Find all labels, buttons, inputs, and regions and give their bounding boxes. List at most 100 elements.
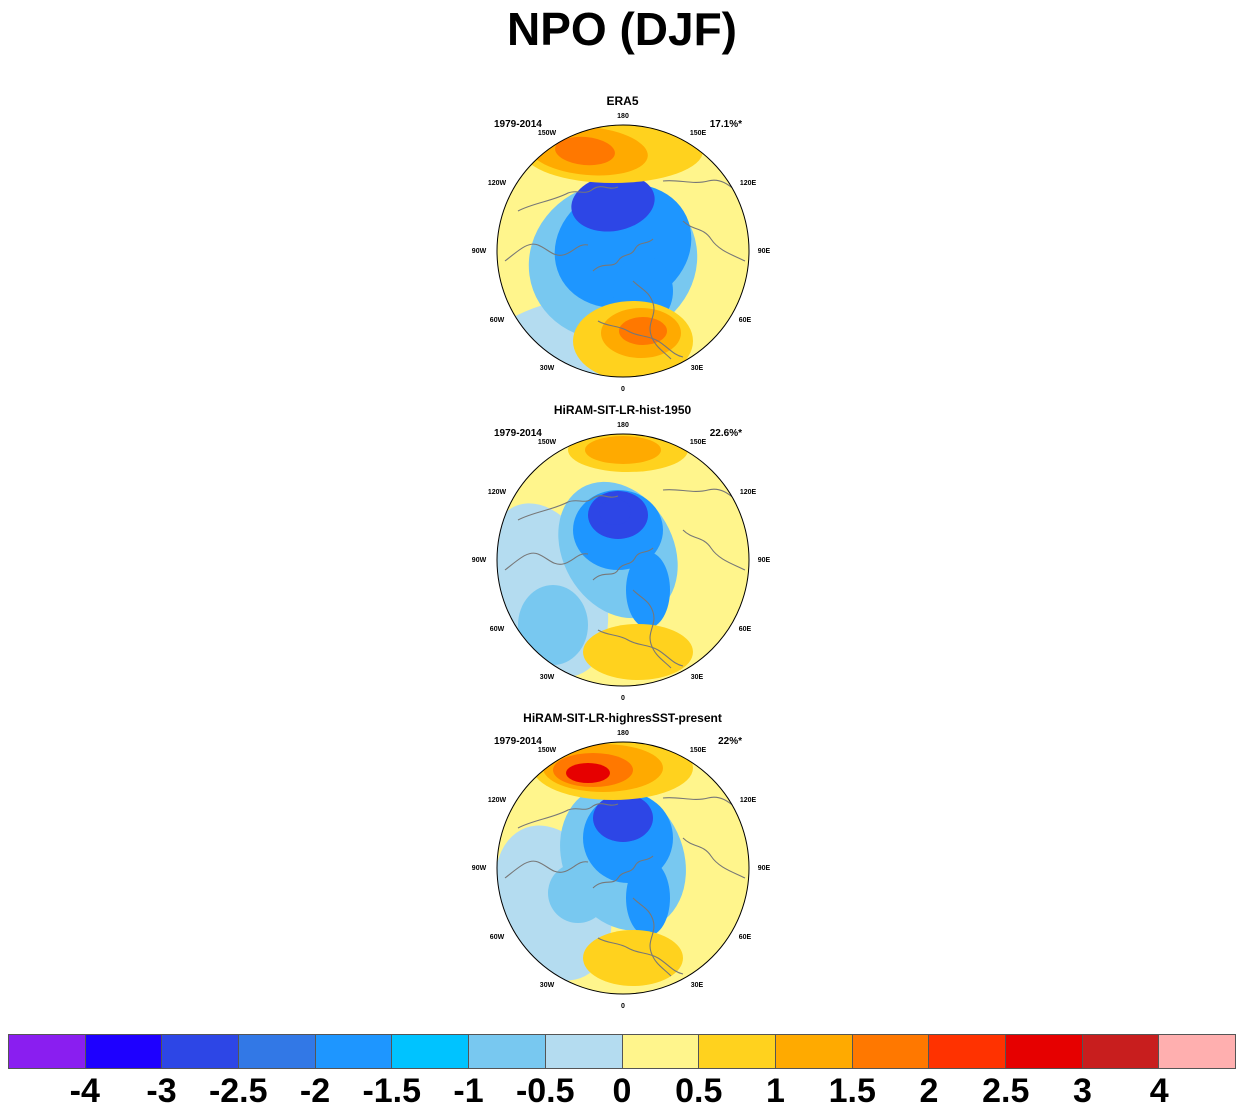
colorbar-swatch <box>699 1035 776 1068</box>
longitude-label: 150E <box>690 130 707 137</box>
coastline <box>597 320 684 358</box>
longitude-label: 30E <box>691 674 704 681</box>
colorbar <box>8 1034 1236 1069</box>
longitude-label: 180 <box>617 422 629 429</box>
colorbar-swatch <box>1159 1035 1235 1068</box>
longitude-label: 0 <box>621 386 625 393</box>
longitude-label: 180 <box>617 730 629 737</box>
coastline <box>517 803 619 829</box>
colorbar-tick-label: -0.5 <box>515 1072 575 1110</box>
figure-title: NPO (DJF) <box>507 3 737 55</box>
colorbar-tick-label: 0 <box>612 1072 632 1110</box>
longitude-label: 30E <box>691 982 704 989</box>
longitude-label: 150E <box>690 439 707 446</box>
field-contour <box>585 436 661 464</box>
map-panel-era5: 180 0 150W 150E 120W 120E 90W 90E 60W 60E 30W 30E E… <box>470 94 775 394</box>
polar-map-era5: 180 0 150W 150E 120W 120E 90W 90E 60W 60E 30W 30E <box>472 113 771 393</box>
longitude-label: 60E <box>739 934 752 941</box>
map-border <box>496 124 750 378</box>
longitude-label: 0 <box>621 695 625 702</box>
colorbar-swatch <box>315 1035 393 1068</box>
longitude-label: 30W <box>540 365 555 372</box>
period-label: 1979-2014 <box>494 736 542 747</box>
colorbar-tick-label: -3 <box>146 1072 177 1110</box>
coastline <box>592 855 654 889</box>
period-label: 1979-2014 <box>494 119 542 130</box>
colorbar-swatch <box>392 1035 470 1068</box>
coastline <box>592 547 654 581</box>
map-border <box>496 741 750 995</box>
field-contour <box>566 763 610 783</box>
period-label: 1979-2014 <box>494 428 542 439</box>
field-contour <box>571 174 655 232</box>
longitude-label: 120W <box>488 797 507 804</box>
colorbar-swatch <box>85 1035 163 1068</box>
coastline <box>504 243 589 262</box>
coastline <box>632 589 672 669</box>
colorbar-tick-label: 3 <box>1073 1072 1092 1110</box>
longitude-label: 90E <box>758 557 771 564</box>
colorbar-swatch <box>469 1035 546 1068</box>
polar-map-hist-1950: 180 0 150W 150E 120W 120E 90W 90E 60W 60E 30W 30E <box>472 422 771 702</box>
longitude-label: 90W <box>472 865 487 872</box>
longitude-label: 120W <box>488 180 507 187</box>
longitude-label: 150W <box>538 130 557 137</box>
field-contour <box>626 860 670 936</box>
longitude-label: 180 <box>617 113 629 120</box>
longitude-label: 30E <box>691 365 704 372</box>
longitude-label: 60E <box>739 626 752 633</box>
coastline <box>682 220 746 262</box>
polar-map-highressst-present: 180 0 150W 150E 120W 120E 90W 90E 60W 60E 30W 30E <box>472 730 771 1010</box>
panel-title: ERA5 <box>606 94 639 108</box>
coastline <box>682 529 746 571</box>
colorbar-swatch <box>852 1035 930 1068</box>
coastline <box>632 897 672 977</box>
colorbar-tick-label: 4 <box>1149 1072 1169 1110</box>
colorbar-swatch <box>545 1035 623 1068</box>
colorbar-swatch <box>162 1035 240 1068</box>
coastline <box>592 238 654 272</box>
colorbar-tick-label: -1 <box>453 1072 484 1110</box>
longitude-label: 30W <box>540 982 555 989</box>
colorbar-swatch <box>622 1035 700 1068</box>
field-contour <box>626 552 670 628</box>
coastline <box>682 837 746 879</box>
colorbar-swatch <box>239 1035 316 1068</box>
colorbar-tick-label: 2 <box>919 1072 939 1110</box>
longitude-label: 90W <box>472 557 487 564</box>
coastline <box>632 280 672 360</box>
colorbar-tick-label: -2 <box>299 1072 331 1110</box>
field-contour <box>599 499 631 525</box>
colorbar-tick-label: 2.5 <box>982 1072 1030 1110</box>
longitude-label: 120E <box>740 180 757 187</box>
coastline <box>504 860 589 879</box>
longitude-label: 120W <box>488 489 507 496</box>
longitude-label: 150W <box>538 439 557 446</box>
colorbar-swatch <box>1005 1035 1083 1068</box>
coastline <box>597 629 684 667</box>
longitude-label: 60W <box>490 934 505 941</box>
panel-title: HiRAM-SIT-LR-hist-1950 <box>553 403 692 417</box>
field-contour <box>555 136 615 166</box>
longitude-label: 60E <box>739 317 752 324</box>
colorbar-swatch <box>775 1035 853 1068</box>
map-border <box>496 433 750 687</box>
longitude-label: 120E <box>740 797 757 804</box>
field-contour <box>593 794 653 842</box>
field-contour <box>583 930 683 986</box>
variance-label: 17.1%* <box>709 119 742 130</box>
longitude-label: 150E <box>690 747 707 754</box>
field-contour <box>518 585 588 665</box>
map-panel-hist-1950: 180 0 150W 150E 120W 120E 90W 90E 60W 60E 30W 30E H… <box>470 403 775 703</box>
longitude-label: 120E <box>740 489 757 496</box>
coastline <box>517 186 619 212</box>
longitude-label: 90W <box>472 248 487 255</box>
colorbar-tick-label: -2.5 <box>208 1072 268 1110</box>
variance-label: 22%* <box>718 736 742 747</box>
colorbar-tick-label: -1.5 <box>362 1072 422 1110</box>
colorbar-tick-label: -4 <box>69 1072 100 1110</box>
coastline <box>517 495 619 521</box>
coastline <box>597 937 684 975</box>
longitude-label: 60W <box>490 626 505 633</box>
colorbar-swatch <box>1082 1035 1160 1068</box>
